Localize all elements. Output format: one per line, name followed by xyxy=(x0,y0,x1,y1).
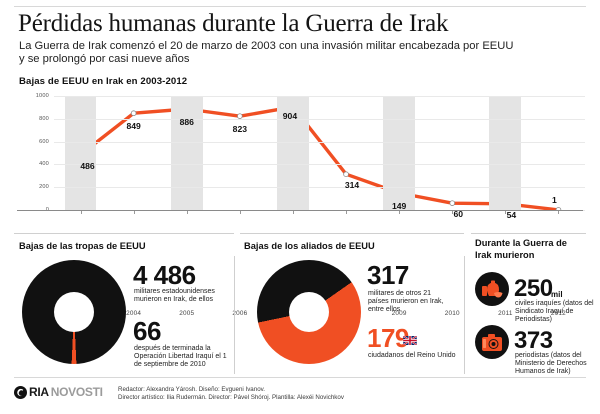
line-chart: 02004006008001000 4862003849200488620058… xyxy=(19,93,585,317)
chart-x-tick-label: 2011 xyxy=(498,310,513,317)
civilians-value: 250 xyxy=(514,275,553,302)
chart-x-tick-label: 2005 xyxy=(179,310,195,317)
chart-gridline xyxy=(54,187,585,189)
chart-x-tick-label: 2006 xyxy=(232,310,248,317)
credits-line-2: Director artístico: Ilia Rudermán. Direc… xyxy=(118,393,344,401)
chart-y-tick-label: 600 xyxy=(39,138,49,145)
chart-x-tick-label: 2004 xyxy=(126,310,142,317)
chart-y-tick-label: 1000 xyxy=(35,93,49,99)
chart-point-label: 149 xyxy=(391,201,407,211)
logo-primary-text: RIA xyxy=(29,385,49,399)
allies-total-value: 317 xyxy=(367,260,409,290)
camera-glyph xyxy=(482,333,502,351)
chart-x-tick xyxy=(239,210,241,214)
chart-x-tick xyxy=(133,210,135,214)
vertical-divider-2 xyxy=(464,256,465,374)
chart-x-tick-label: 2012 xyxy=(550,310,566,317)
logo-secondary-text: NOVOSTI xyxy=(50,385,103,399)
chart-point-label: 886 xyxy=(179,116,194,127)
chart-x-tick xyxy=(399,210,401,214)
pottery-glyph xyxy=(482,280,503,298)
panel-allies-heading: Bajas de los aliados de EEUU xyxy=(244,241,375,251)
troops-total-value: 4 486 xyxy=(133,260,196,290)
credits-line-1: Redactor: Alexandra Yárosh. Diseño: Evgu… xyxy=(118,386,265,393)
chart-x-tick xyxy=(558,210,560,214)
troops-total-text: militares estadounidenses murieron en Ir… xyxy=(134,288,215,304)
chart-heading: Bajas de EEUU en Irak en 2003-2012 xyxy=(19,76,188,87)
panel-divider-right xyxy=(471,233,586,234)
troops-post-op-text: después de terminada la Operación Libert… xyxy=(134,345,227,369)
donut-chart-allies xyxy=(257,260,361,364)
chart-gridline xyxy=(54,118,585,120)
panel-divider-mid xyxy=(240,233,464,234)
chart-x-tick xyxy=(186,210,188,214)
header-divider xyxy=(14,6,586,7)
chart-x-tick xyxy=(80,210,82,214)
chart-point-label: 486 xyxy=(80,160,95,171)
chart-point-label: 60 xyxy=(453,209,464,220)
journalists-text: periodistas (datos del Ministerio de Der… xyxy=(515,352,587,376)
chart-gridline xyxy=(54,96,585,97)
footer-divider xyxy=(14,377,586,378)
allies-uk-text: ciudadanos del Reino Unido xyxy=(368,352,456,359)
chart-x-tick xyxy=(505,210,507,214)
chart-point-label: 1 xyxy=(552,194,557,205)
chart-x-tick xyxy=(346,210,348,214)
panel-divider-left xyxy=(14,233,234,234)
chart-y-tick-label: 200 xyxy=(39,184,49,191)
vertical-divider-1 xyxy=(234,256,235,374)
civilians-text: civiles iraquíes (datos del Sindicato Ir… xyxy=(515,300,594,324)
panel-war-heading: Durante la Guerra de Irak murieron xyxy=(475,238,567,260)
chart-band xyxy=(64,96,97,210)
ria-novosti-logo[interactable]: RIA NOVOSTI xyxy=(14,385,103,399)
chart-point-label: 823 xyxy=(232,124,248,135)
chart-x-tick-label: 2009 xyxy=(391,310,407,317)
donut-chart-troops xyxy=(22,260,126,364)
allies-uk-value: 179 xyxy=(367,323,409,353)
civilians-unit: mil xyxy=(551,290,563,299)
chart-y-tick-label: 400 xyxy=(39,161,49,168)
chart-band xyxy=(170,96,203,210)
ria-logo-mark-icon xyxy=(14,385,27,399)
spiral-glyph xyxy=(17,388,24,396)
credits-block: Redactor: Alexandra Yárosh. Diseño: Evgu… xyxy=(118,386,344,401)
united-kingdom-flag-icon xyxy=(403,336,417,345)
allies-total-text: militares de otros 21 países murieron en… xyxy=(368,290,444,314)
panel-troops-heading: Bajas de las tropas de EEUU xyxy=(19,241,146,251)
donut-hole xyxy=(54,292,94,332)
chart-plot-area: 02004006008001000 xyxy=(36,93,585,213)
troops-post-op-value: 66 xyxy=(133,316,161,346)
chart-x-tick-label: 2010 xyxy=(444,310,460,317)
chart-gridline xyxy=(54,141,585,143)
chart-point-label: 314 xyxy=(344,180,360,191)
chart-band xyxy=(277,96,309,210)
journalists-value: 373 xyxy=(514,327,553,354)
chart-band xyxy=(383,96,416,210)
chart-gridline xyxy=(54,164,585,166)
page-title: Pérdidas humanas durante la Guerra de Ir… xyxy=(18,10,449,37)
pottery-icon xyxy=(475,272,509,306)
chart-point-label: 904 xyxy=(282,110,298,121)
chart-x-tick xyxy=(292,210,294,214)
camera-icon xyxy=(475,325,509,359)
chart-point-label: 54 xyxy=(506,209,517,220)
donut-hole xyxy=(289,292,329,332)
chart-band xyxy=(489,96,522,210)
page-subtitle: La Guerra de Irak comenzó el 20 de marzo… xyxy=(19,40,514,66)
chart-y-tick-label: 800 xyxy=(39,115,49,122)
chart-x-axis xyxy=(17,210,583,211)
chart-point-label: 849 xyxy=(126,121,141,132)
chart-x-tick xyxy=(452,210,454,214)
